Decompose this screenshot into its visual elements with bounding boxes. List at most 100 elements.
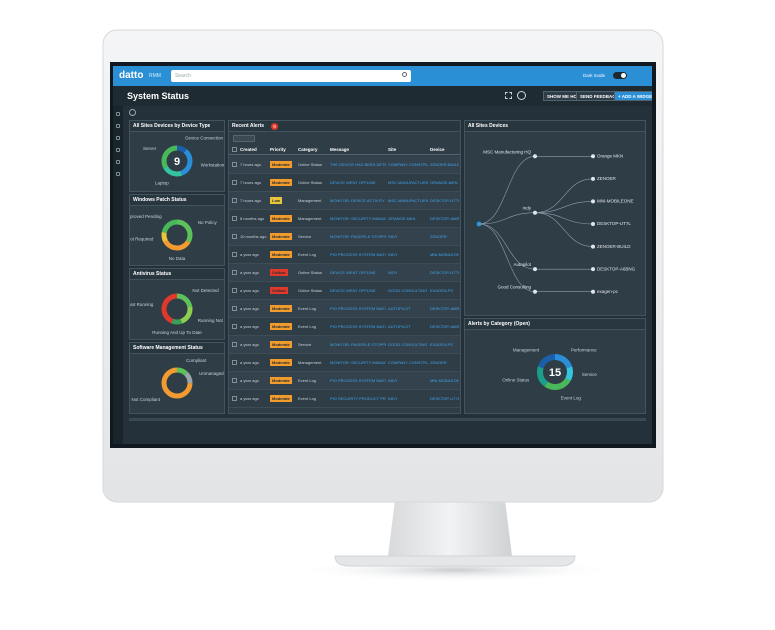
column-header: Device (430, 147, 445, 152)
checkbox (232, 270, 237, 275)
device-label: Orange MKN (597, 153, 623, 158)
page-title: System Status (127, 91, 190, 101)
alert-cell: MONITOR: PAGEFILE STOPPED (330, 234, 386, 239)
sidebar-icon (116, 124, 120, 128)
alert-cell: Management (298, 216, 322, 221)
device-node (591, 267, 595, 272)
checkbox (232, 378, 237, 383)
device-label: MNI-MOBILEONE (597, 199, 634, 204)
alert-cell: ZENOER (430, 234, 447, 239)
alert-cell: Event Log (298, 396, 317, 401)
column-header: Priority (270, 147, 286, 152)
widget: Software Management Status Compliant Unman… (129, 342, 225, 414)
alert-cell: INDY (388, 252, 398, 257)
alert-cell: DESKTOP-UT7L (430, 270, 459, 275)
alert-row[interactable]: 8 months ago Moderate Management MONITOR: S… (229, 210, 460, 228)
alert-row[interactable]: a year ago Critical Online Status DEVICE WE… (229, 282, 460, 300)
panel-title-bar: All Sites Devices (465, 121, 645, 132)
alert-cell: PIO PROCESS SYSTEM WATCHDOG (330, 378, 386, 383)
priority-badge: Moderate (270, 215, 292, 222)
alert-cell: THE DEVICE HAS BEEN DETECTED (330, 162, 386, 167)
dark-mode-toggle[interactable] (613, 72, 627, 79)
alert-cell: MONITOR: SECURITY MANAGEMENT (330, 360, 386, 365)
donut-label: Management (513, 347, 540, 352)
alert-cell: INDY (388, 378, 398, 383)
alert-cell: DESKTOP-UT7L (430, 198, 459, 203)
device-label: ZENOER (597, 176, 617, 181)
panel-title: Windows Patch Status (133, 197, 187, 203)
alert-cell: MNI-MOBILEONE (430, 252, 459, 257)
header-button[interactable]: + ADD A WIDGET (614, 91, 652, 101)
priority-badge: Moderate (270, 359, 292, 366)
checkbox (232, 342, 237, 347)
donut-segment (161, 293, 193, 325)
checkbox (232, 306, 237, 311)
sidebar-icon (116, 172, 120, 176)
alert-row[interactable]: 7 hours ago Moderate Online Status THE DEVI… (229, 156, 460, 174)
alert-row[interactable]: 10 months ago Moderate Service MONITOR: PAG… (229, 228, 460, 246)
alert-cell: MSC MANUFACTURING HQ (388, 180, 428, 185)
alert-row[interactable]: a year ago Moderate Management MONITOR: SEC… (229, 354, 460, 372)
donut-label: Event Log (561, 396, 582, 401)
search-icon (402, 72, 407, 77)
alert-row[interactable]: a year ago Moderate Event Log PIO PROCESS S… (229, 372, 460, 390)
stand-base (334, 555, 576, 567)
alert-row[interactable]: a year ago Moderate Event Log PIO PROCESS S… (229, 246, 460, 264)
widget-chart: Compliant Unmanaged Not Compliant (132, 358, 224, 402)
donut-segment (161, 367, 193, 399)
donut-label: Not Running (130, 302, 154, 307)
checkbox (232, 234, 237, 239)
priority-badge: Moderate (270, 323, 292, 330)
alert-cell: Event Log (298, 324, 317, 329)
sidebar-icon (116, 160, 120, 164)
alert-row[interactable]: a year ago Moderate Event Log PIO SECURITY … (229, 390, 460, 408)
donut-label: Not Detected (192, 288, 219, 293)
alert-cell: EXAGEN-PC (430, 342, 454, 347)
donut-label: No Data (169, 256, 186, 261)
alert-row[interactable]: 7 hours ago Moderate Online Status DEVICE W… (229, 174, 460, 192)
donut-segment (161, 293, 193, 325)
donut-label: Reboot Required (130, 236, 154, 241)
alert-cell: a year ago (240, 360, 259, 365)
donut-segment (537, 354, 573, 390)
site-node (533, 210, 537, 215)
checkbox (232, 396, 237, 401)
expand-icon (505, 92, 512, 99)
tree-link (534, 212, 594, 247)
alert-cell: AUTOPILOT (388, 324, 411, 329)
alert-row[interactable]: 7 hours ago Low Management MONITOR: DEVICE … (229, 192, 460, 210)
checkbox (232, 198, 237, 203)
widget-chart: Device Connection Workstation Laptop Server… (143, 136, 224, 186)
tree-link (478, 212, 536, 225)
device-node (591, 244, 595, 249)
alert-cell: INDY (388, 270, 398, 275)
site-label: Autopilot (513, 262, 531, 267)
alert-row[interactable]: a year ago Critical Online Status DEVICE WE… (229, 264, 460, 282)
filter-box (233, 135, 255, 142)
alert-cell: GOOD CONSULTING (388, 342, 428, 347)
panel-title: Recent Alerts (232, 123, 265, 129)
priority-badge: Critical (270, 269, 288, 276)
alert-cell: Online Status (298, 180, 323, 185)
search-box[interactable]: Search (171, 70, 411, 82)
alert-cell: DESKTOP-A6BNG (430, 306, 459, 311)
site-label: Good Consulting (497, 285, 531, 290)
alert-row[interactable]: a year ago Moderate Event Log PIO PROCESS S… (229, 300, 460, 318)
widget-chart: Performance Service Event Log Online Status… (502, 347, 597, 401)
tree-link (478, 223, 536, 270)
donut-label: Performance (571, 347, 597, 352)
widget: Windows Patch Status No Policy No Data Rebo… (129, 194, 225, 266)
alert-cell: 7 hours ago (240, 162, 262, 167)
alert-row[interactable]: a year ago Moderate Service MONITOR: PAGEFI… (229, 336, 460, 354)
alert-cell: PIO PROCESS SYSTEM WATCHDOG (330, 324, 386, 329)
help-icon (517, 91, 526, 100)
alert-row[interactable]: a year ago Moderate Event Log PIO PROCESS S… (229, 318, 460, 336)
site-node (533, 267, 537, 272)
site-label: Indy (522, 206, 531, 211)
alert-cell: Management (298, 198, 322, 203)
alert-cell: ZENOER-BUILD (430, 162, 459, 167)
donut-label: Approved Pending (130, 214, 162, 219)
checkbox (232, 162, 237, 167)
logo: datto (119, 70, 144, 81)
